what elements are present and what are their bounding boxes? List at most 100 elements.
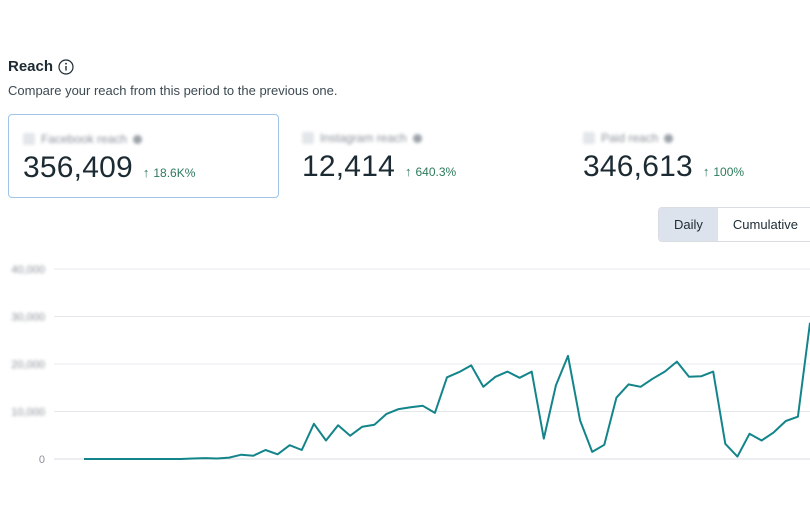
data-point[interactable] [203, 456, 207, 460]
checkbox-icon [302, 132, 314, 144]
data-point[interactable] [760, 439, 764, 443]
facebook-reach-card[interactable]: Facebook reach 356,409 ↑ 18.6K% [8, 114, 279, 198]
data-point[interactable] [663, 370, 667, 374]
delta-value: 640.3% [415, 165, 457, 179]
data-point[interactable] [155, 457, 159, 461]
data-point[interactable] [639, 385, 643, 389]
data-point[interactable] [372, 423, 376, 427]
data-point[interactable] [227, 456, 231, 460]
card-label: Facebook reach [41, 132, 128, 146]
data-point[interactable] [542, 437, 546, 441]
data-point[interactable] [82, 457, 86, 461]
data-point[interactable] [143, 457, 147, 461]
delta-badge: ↑ 18.6K% [143, 165, 196, 180]
data-point[interactable] [324, 439, 328, 443]
card-value-row: 12,414 ↑ 640.3% [302, 150, 554, 184]
data-point[interactable] [699, 374, 703, 378]
data-point[interactable] [469, 363, 473, 367]
data-point[interactable] [251, 454, 255, 458]
data-point[interactable] [179, 457, 183, 461]
data-point[interactable] [409, 405, 413, 409]
info-icon [412, 133, 422, 143]
data-point[interactable] [614, 396, 618, 400]
data-point[interactable] [566, 354, 570, 358]
arrow-up-icon: ↑ [702, 164, 710, 179]
data-point[interactable] [578, 419, 582, 423]
checkbox-icon [23, 133, 35, 145]
data-point[interactable] [590, 450, 594, 454]
data-point[interactable] [675, 360, 679, 364]
data-point[interactable] [167, 457, 171, 461]
data-point[interactable] [627, 382, 631, 386]
data-point[interactable] [711, 370, 715, 374]
data-point[interactable] [118, 457, 122, 461]
data-point[interactable] [276, 452, 280, 456]
cumulative-button[interactable]: Cumulative [717, 208, 810, 241]
arrow-up-icon: ↑ [142, 165, 150, 180]
paid-reach-card[interactable]: Paid reach 346,613 ↑ 100% [569, 114, 799, 198]
delta-value: 100% [713, 165, 745, 179]
reach-line-chart: 40,000 30,000 20,000 10,000 0 [11, 264, 810, 466]
data-point[interactable] [385, 412, 389, 416]
data-point[interactable] [457, 370, 461, 374]
data-point[interactable] [191, 457, 195, 461]
reach-header: Reach [8, 58, 74, 75]
card-value-row: 346,613 ↑ 100% [583, 150, 785, 184]
data-point[interactable] [336, 423, 340, 427]
delta-value: 18.6K% [153, 166, 196, 180]
card-label: Instagram reach [320, 131, 407, 145]
y-tick-label: 0 [39, 454, 45, 466]
data-point[interactable] [554, 383, 558, 387]
data-point[interactable] [239, 453, 243, 457]
daily-button[interactable]: Daily [659, 208, 718, 241]
data-point[interactable] [735, 455, 739, 459]
data-point[interactable] [723, 442, 727, 446]
data-point[interactable] [445, 375, 449, 379]
data-point[interactable] [94, 457, 98, 461]
y-tick-label: 40,000 [11, 264, 45, 276]
card-value: 346,613 [583, 150, 693, 183]
card-value: 356,409 [23, 151, 133, 184]
data-point[interactable] [433, 411, 437, 415]
data-point[interactable] [784, 419, 788, 423]
data-point[interactable] [106, 457, 110, 461]
data-point[interactable] [130, 457, 134, 461]
data-point[interactable] [493, 375, 497, 379]
instagram-reach-card[interactable]: Instagram reach 12,414 ↑ 640.3% [288, 114, 568, 198]
data-point[interactable] [602, 443, 606, 447]
data-point[interactable] [288, 443, 292, 447]
card-label: Paid reach [601, 131, 659, 145]
data-point[interactable] [300, 448, 304, 452]
data-point[interactable] [687, 375, 691, 379]
data-point[interactable] [215, 457, 219, 461]
data-point[interactable] [397, 407, 401, 411]
info-icon[interactable] [58, 58, 74, 75]
data-point[interactable] [772, 430, 776, 434]
card-value-row: 356,409 ↑ 18.6K% [23, 151, 264, 185]
data-point[interactable] [518, 376, 522, 380]
y-tick-label: 30,000 [11, 312, 45, 324]
data-point[interactable] [651, 377, 655, 381]
data-point[interactable] [530, 370, 534, 374]
data-point[interactable] [348, 434, 352, 438]
data-point[interactable] [748, 432, 752, 436]
card-value: 12,414 [302, 150, 395, 183]
data-point[interactable] [312, 422, 316, 426]
checkbox-icon [583, 132, 595, 144]
info-icon [664, 133, 674, 143]
info-icon [133, 134, 143, 144]
data-point[interactable] [506, 370, 510, 374]
card-label-row: Paid reach [583, 130, 785, 146]
data-point[interactable] [360, 425, 364, 429]
data-point[interactable] [264, 448, 268, 452]
y-tick-label: 20,000 [11, 359, 45, 371]
page-subtitle: Compare your reach from this period to t… [8, 83, 338, 98]
delta-badge: ↑ 640.3% [405, 164, 456, 179]
arrow-up-icon: ↑ [404, 164, 412, 179]
card-label-row: Facebook reach [23, 131, 264, 147]
data-point[interactable] [481, 385, 485, 389]
data-point[interactable] [796, 415, 800, 419]
y-tick-label: 10,000 [11, 407, 45, 419]
data-point[interactable] [421, 404, 425, 408]
page-title: Reach [8, 58, 54, 75]
